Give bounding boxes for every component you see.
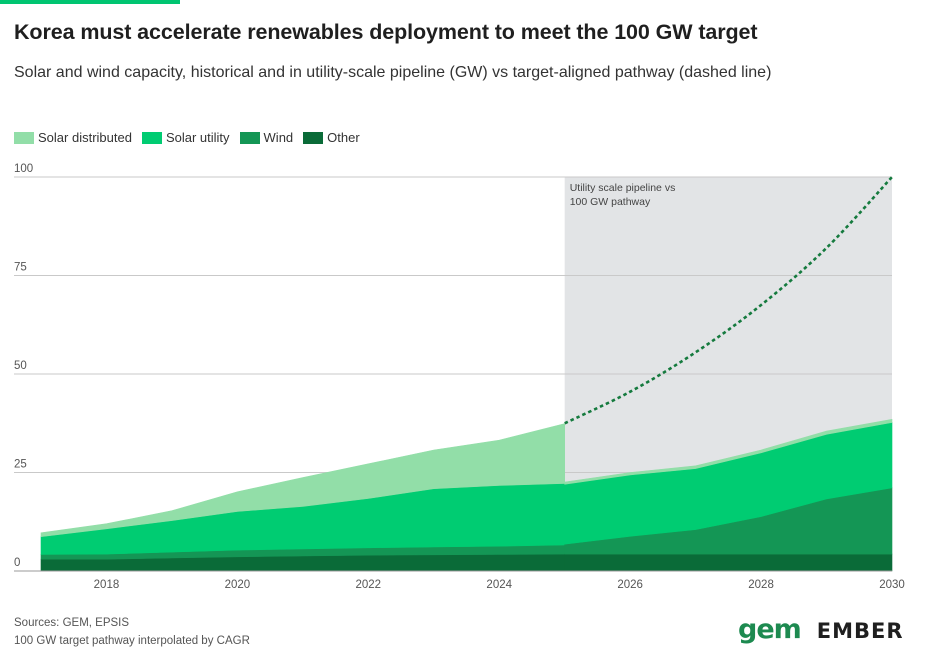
legend-item-wind: Wind [239,130,294,145]
x-tick-label: 2020 [225,579,251,591]
gem-logo: gem [738,614,802,645]
x-tick-label: 2022 [356,579,382,591]
legend-swatch-solar-distributed [14,131,34,144]
chart-title: Korea must accelerate renewables deploym… [14,20,758,44]
legend-label-other: Other [327,130,360,145]
legend-item-other: Other [303,130,360,145]
legend-swatch-wind [239,131,260,144]
logos: gem EMBER [738,614,904,645]
pipeline-annotation-line: 100 GW pathway [570,196,651,208]
legend-item-solar-distributed: Solar distributed [14,130,132,145]
target-pathway-line [564,176,893,425]
brand-accent-bar [0,0,180,4]
x-tick-label: 2026 [617,579,643,591]
y-tick-label: 75 [14,262,27,274]
x-tick-label: 2030 [879,579,905,591]
x-tick-label: 2024 [486,579,512,591]
legend-label-solar-utility: Solar utility [165,130,230,145]
chart-subtitle: Solar and wind capacity, historical and … [14,64,772,81]
legend: Solar distributed Solar utility Wind Oth… [14,130,370,145]
area-other-pipeline [564,553,893,572]
legend-label-wind: Wind [263,130,294,145]
area-solar-distributed-pipeline [564,418,893,485]
footer-notes: Sources: GEM, EPSIS 100 GW target pathwa… [14,614,250,650]
pipeline-annotation-line: Utility scale pipeline vs [570,182,676,194]
ember-logo: EMBER [816,619,904,643]
x-tick-label: 2028 [748,579,774,591]
legend-item-solar-utility: Solar utility [141,130,230,145]
y-tick-label: 25 [14,459,27,471]
y-tick-label: 50 [14,360,27,372]
footer-note: 100 GW target pathway interpolated by CA… [14,635,250,647]
legend-swatch-other [303,131,324,144]
x-tick-label: 2018 [94,579,120,591]
y-tick-label: 0 [14,557,20,569]
footer-sources: Sources: GEM, EPSIS [14,617,130,629]
y-tick-label: 100 [14,163,33,175]
legend-label-solar-distributed: Solar distributed [38,130,132,145]
legend-swatch-solar-utility [141,131,162,144]
